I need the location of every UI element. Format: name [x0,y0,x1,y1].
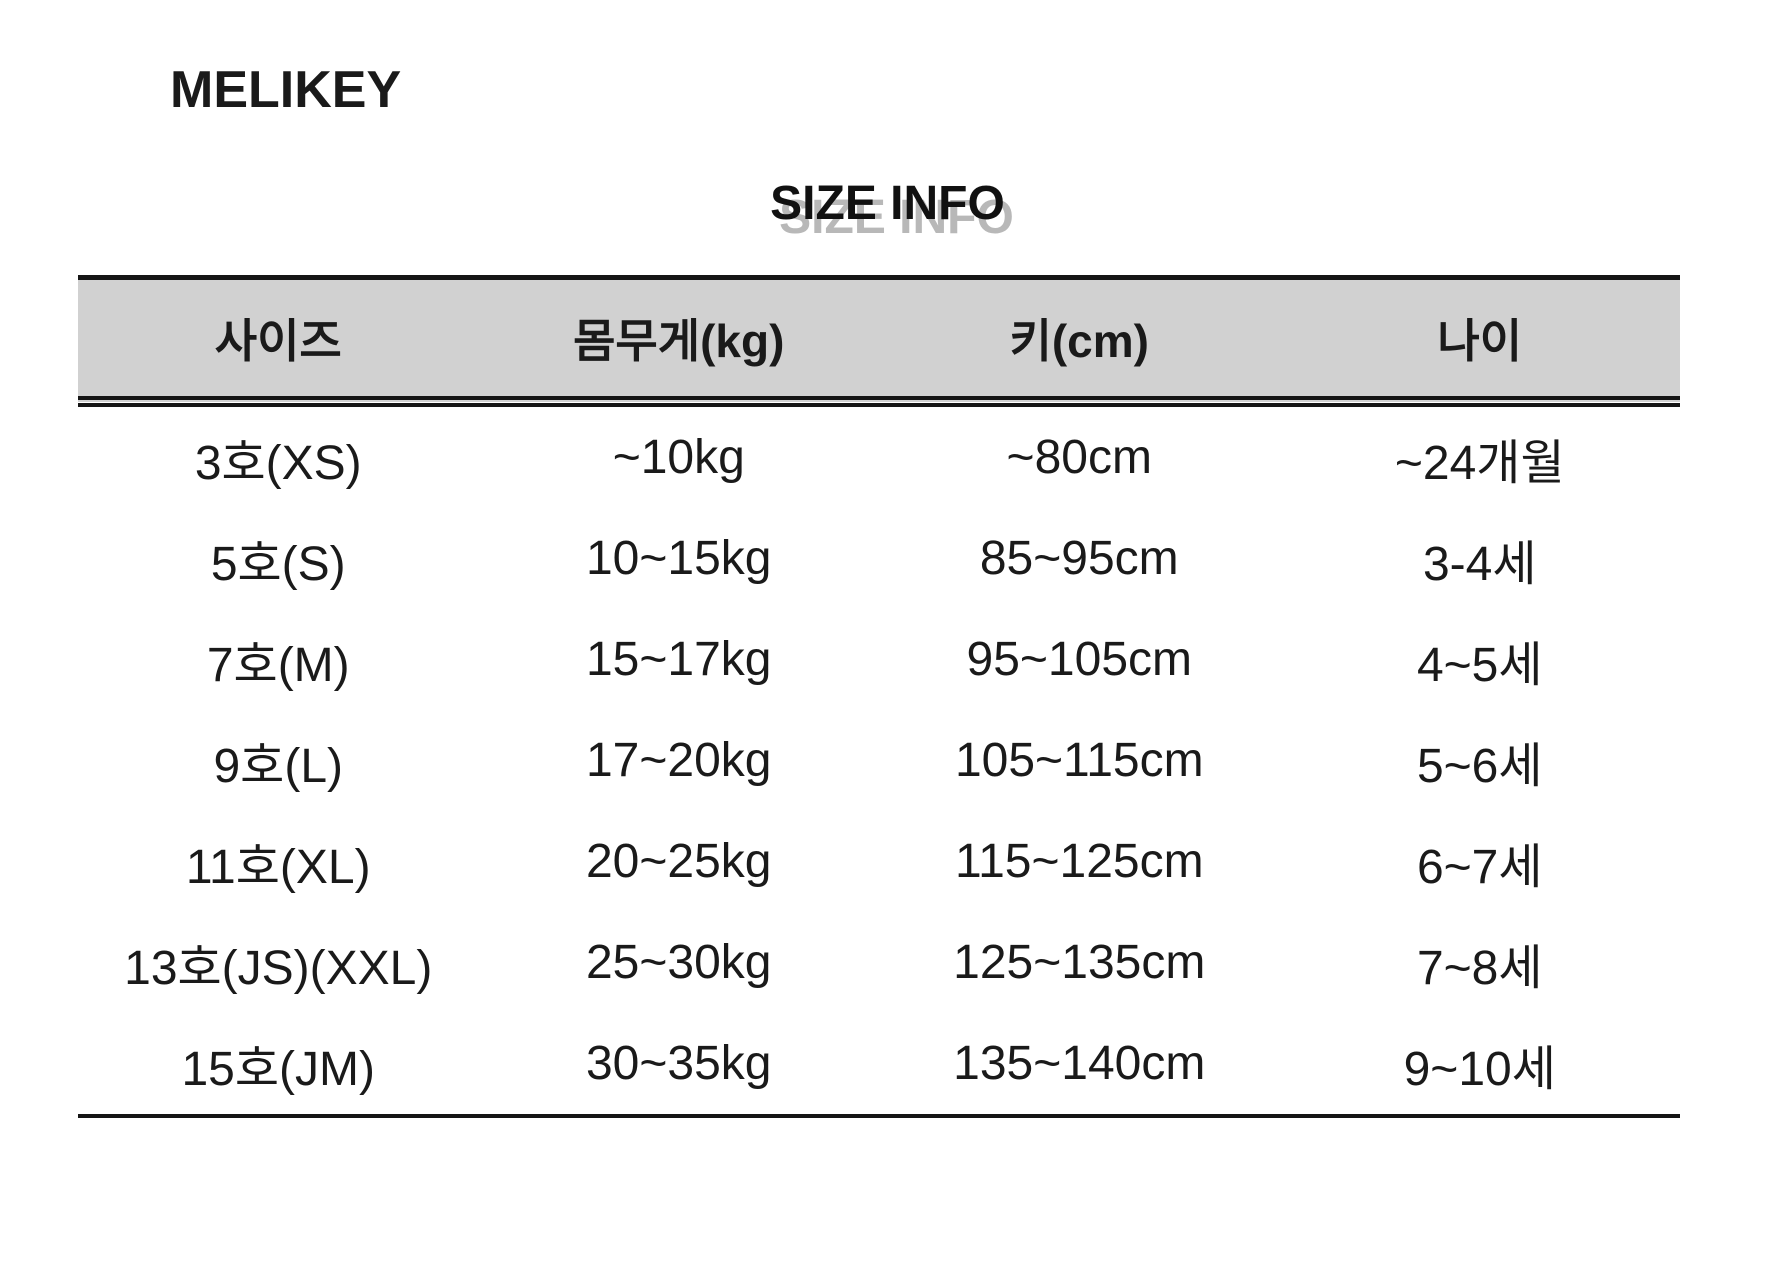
table-row: 11호(XL) 20~25kg 115~125cm 6~7세 [78,811,1680,912]
table-cell: 4~5세 [1416,638,1543,692]
column-header: 몸무게(kg) [478,277,879,407]
table-cell: 30~35kg [585,1037,772,1090]
table-cell: 3호(XS) [194,436,362,490]
table-row: 13호(JS)(XXL) 25~30kg 125~135cm 7~8세 [78,912,1680,1013]
table-cell: 13호(JS)(XXL) [124,941,433,995]
table-cell: 125~135cm [953,936,1206,989]
header-row: 사이즈 몸무게(kg) 키(cm) 나이 [78,277,1680,407]
table-cell: 6~7세 [1416,840,1543,894]
page-title: SIZE INFO [770,177,1005,230]
table-cell: ~80cm [1006,431,1152,484]
table-cell: 7호(M) [206,638,350,692]
table-row: 3호(XS) ~10kg ~80cm ~24개월 [78,402,1680,509]
table-body: 3호(XS) ~10kg ~80cm ~24개월 5호(S) 10~15kg 85~95cm… [78,402,1680,1117]
size-info-table: 사이즈 몸무게(kg) 키(cm) 나이 3호(XS) ~10kg ~80cm ~24개월 5… [78,275,1680,1118]
table-cell: 135~140cm [953,1037,1206,1090]
column-header: 키(cm) [879,277,1280,407]
table-header: 사이즈 몸무게(kg) 키(cm) 나이 [78,277,1680,407]
table-cell: 10~15kg [585,532,772,585]
table-cell: 5호(S) [210,537,346,591]
table-cell: ~24개월 [1394,436,1565,490]
table-cell: 17~20kg [585,734,772,787]
table-row: 5호(S) 10~15kg 85~95cm 3-4세 [78,508,1680,609]
table-row: 7호(M) 15~17kg 95~105cm 4~5세 [78,609,1680,710]
table-cell: 9~10세 [1403,1042,1556,1096]
table-cell: 20~25kg [585,835,772,888]
table-cell: ~10kg [612,431,745,484]
table-cell: 11호(XL) [185,840,371,894]
table-cell: 85~95cm [979,532,1179,585]
table-cell: 7~8세 [1416,941,1543,995]
page-title-container: SIZE INFO [0,176,1775,231]
column-header: 사이즈 [78,277,479,407]
table-row: 9호(L) 17~20kg 105~115cm 5~6세 [78,710,1680,811]
table-cell: 95~105cm [966,633,1193,686]
table-cell: 9호(L) [213,739,344,793]
brand-logo: MELIKEY [170,61,402,119]
table-cell: 105~115cm [954,734,1204,787]
table-cell: 115~125cm [954,835,1204,888]
table-cell: 15~17kg [585,633,772,686]
table-cell: 3-4세 [1422,537,1537,591]
column-header: 나이 [1279,277,1680,407]
table-cell: 15호(JM) [181,1042,375,1096]
table-cell: 25~30kg [585,936,772,989]
table-row: 15호(JM) 30~35kg 135~140cm 9~10세 [78,1013,1680,1116]
table-cell: 5~6세 [1416,739,1543,793]
